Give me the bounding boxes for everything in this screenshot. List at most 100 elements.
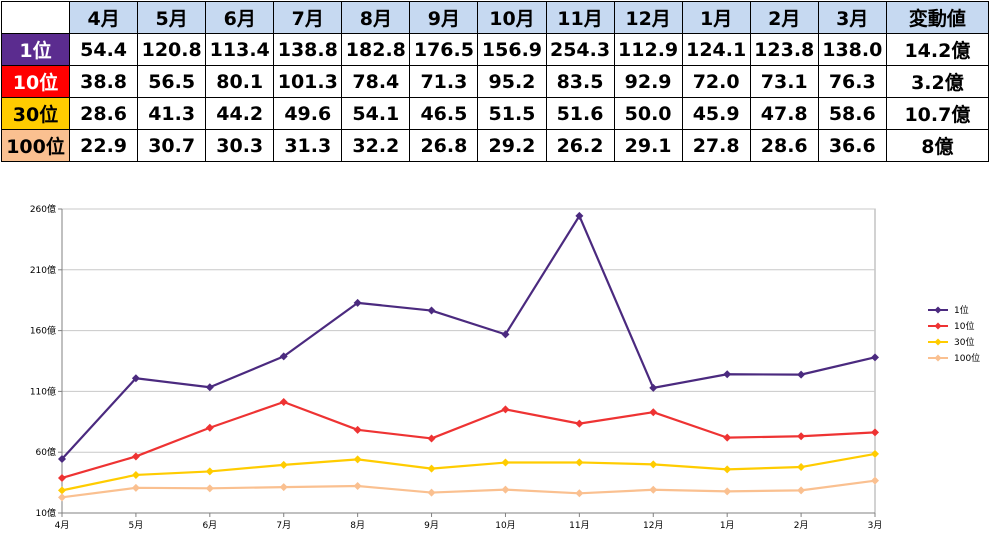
legend-marker [934, 322, 942, 330]
value-cell: 54.1 [341, 97, 411, 130]
rank-label: 10位 [0, 65, 71, 98]
value-cell: 72.0 [681, 65, 751, 98]
value-cell: 30.7 [137, 129, 207, 162]
value-cell: 156.9 [477, 33, 547, 66]
value-cell: 58.6 [817, 97, 887, 130]
data-point [723, 433, 732, 442]
rank-label: 100位 [0, 129, 71, 162]
value-cell: 46.5 [409, 97, 479, 130]
table-header-row: 4月 5月 6月 7月 8月 9月 10月 11月 12月 1月 2月 3月 変動値 [0, 1, 990, 34]
y-tick-label: 110億 [30, 385, 56, 397]
value-cell: 26.8 [409, 129, 479, 162]
value-cell: 29.2 [477, 129, 547, 162]
data-point [131, 452, 140, 461]
value-cell: 80.1 [205, 65, 275, 98]
y-tick-label: 160億 [30, 325, 56, 337]
value-cell: 138.8 [273, 33, 343, 66]
data-point [797, 463, 806, 472]
table-row: 1位 54.4 120.8 113.4 138.8 182.8 176.5 156.9 254.… [0, 33, 990, 66]
y-tick-label: 60億 [36, 446, 56, 458]
data-point [871, 449, 879, 458]
data-point [279, 460, 288, 469]
month-header: 8月 [341, 1, 411, 34]
value-cell: 32.2 [341, 129, 411, 162]
month-header: 6月 [205, 1, 275, 34]
table-row: 10位 38.8 56.5 80.1 101.3 78.4 71.3 95.2 83.5 92.9… [0, 65, 990, 98]
data-point [427, 434, 436, 443]
data-point [58, 493, 66, 502]
data-point [131, 374, 140, 383]
value-cell: 28.6 [749, 129, 819, 162]
value-cell: 124.1 [681, 33, 751, 66]
data-point [353, 425, 362, 434]
change-cell: 14.2億 [885, 33, 990, 66]
line-chart: 10億 60億 110億 160億 210億 260億 4月 5月 6月 7月 8月 9月 10月 11月… [30, 203, 980, 531]
value-cell: 92.9 [613, 65, 683, 98]
data-point [501, 405, 510, 414]
value-cell: 56.5 [137, 65, 207, 98]
month-header: 11月 [545, 1, 615, 34]
legend-marker [934, 354, 942, 362]
legend-label: 10位 [954, 320, 974, 332]
x-tick-label: 8月 [350, 520, 365, 531]
table-corner-cell [0, 1, 71, 34]
value-cell: 76.3 [817, 65, 887, 98]
value-cell: 41.3 [137, 97, 207, 130]
value-cell: 30.3 [205, 129, 275, 162]
data-point [353, 455, 362, 464]
x-tick-label: 7月 [276, 520, 291, 531]
data-point [501, 330, 510, 339]
x-tick-label: 10月 [495, 520, 515, 531]
value-cell: 29.1 [613, 129, 683, 162]
data-point [871, 476, 879, 485]
data-point [279, 397, 288, 406]
value-cell: 28.6 [69, 97, 139, 130]
month-header: 5月 [137, 1, 207, 34]
data-point [723, 465, 732, 474]
data-point [58, 455, 66, 464]
data-point [353, 298, 362, 307]
value-cell: 45.9 [681, 97, 751, 130]
data-point [131, 470, 140, 479]
data-point [649, 408, 658, 417]
value-cell: 50.0 [613, 97, 683, 130]
data-point [427, 464, 436, 473]
data-point [649, 383, 658, 392]
month-header: 9月 [409, 1, 479, 34]
data-point [575, 419, 584, 428]
x-tick-label: 3月 [868, 520, 883, 531]
data-point [575, 458, 584, 467]
month-header: 12月 [613, 1, 683, 34]
data-point [575, 211, 584, 220]
value-cell: 27.8 [681, 129, 751, 162]
value-cell: 138.0 [817, 33, 887, 66]
data-point [797, 432, 806, 441]
value-cell: 112.9 [613, 33, 683, 66]
x-tick-label: 9月 [424, 520, 439, 531]
y-tick-label: 210億 [30, 264, 56, 276]
series-line [61, 479, 876, 499]
month-header: 4月 [69, 1, 139, 34]
value-cell: 254.3 [545, 33, 615, 66]
x-tick-label: 12月 [643, 520, 663, 531]
rank-label: 30位 [0, 97, 71, 130]
value-cell: 26.2 [545, 129, 615, 162]
data-point [427, 306, 436, 315]
value-cell: 123.8 [749, 33, 819, 66]
value-cell: 38.8 [69, 65, 139, 98]
data-point [205, 467, 214, 476]
data-point [279, 352, 288, 361]
data-point [871, 428, 879, 437]
x-tick-label: 1月 [720, 520, 735, 531]
change-cell: 3.2億 [885, 65, 990, 98]
data-point [723, 370, 732, 379]
plot-area [61, 208, 876, 514]
value-cell: 101.3 [273, 65, 343, 98]
x-tick-label: 5月 [129, 520, 144, 531]
change-cell: 10.7億 [885, 97, 990, 130]
data-point [871, 353, 879, 362]
data-point [279, 483, 288, 492]
series-line [61, 400, 876, 480]
series-line [61, 214, 876, 460]
data-point [205, 484, 214, 493]
